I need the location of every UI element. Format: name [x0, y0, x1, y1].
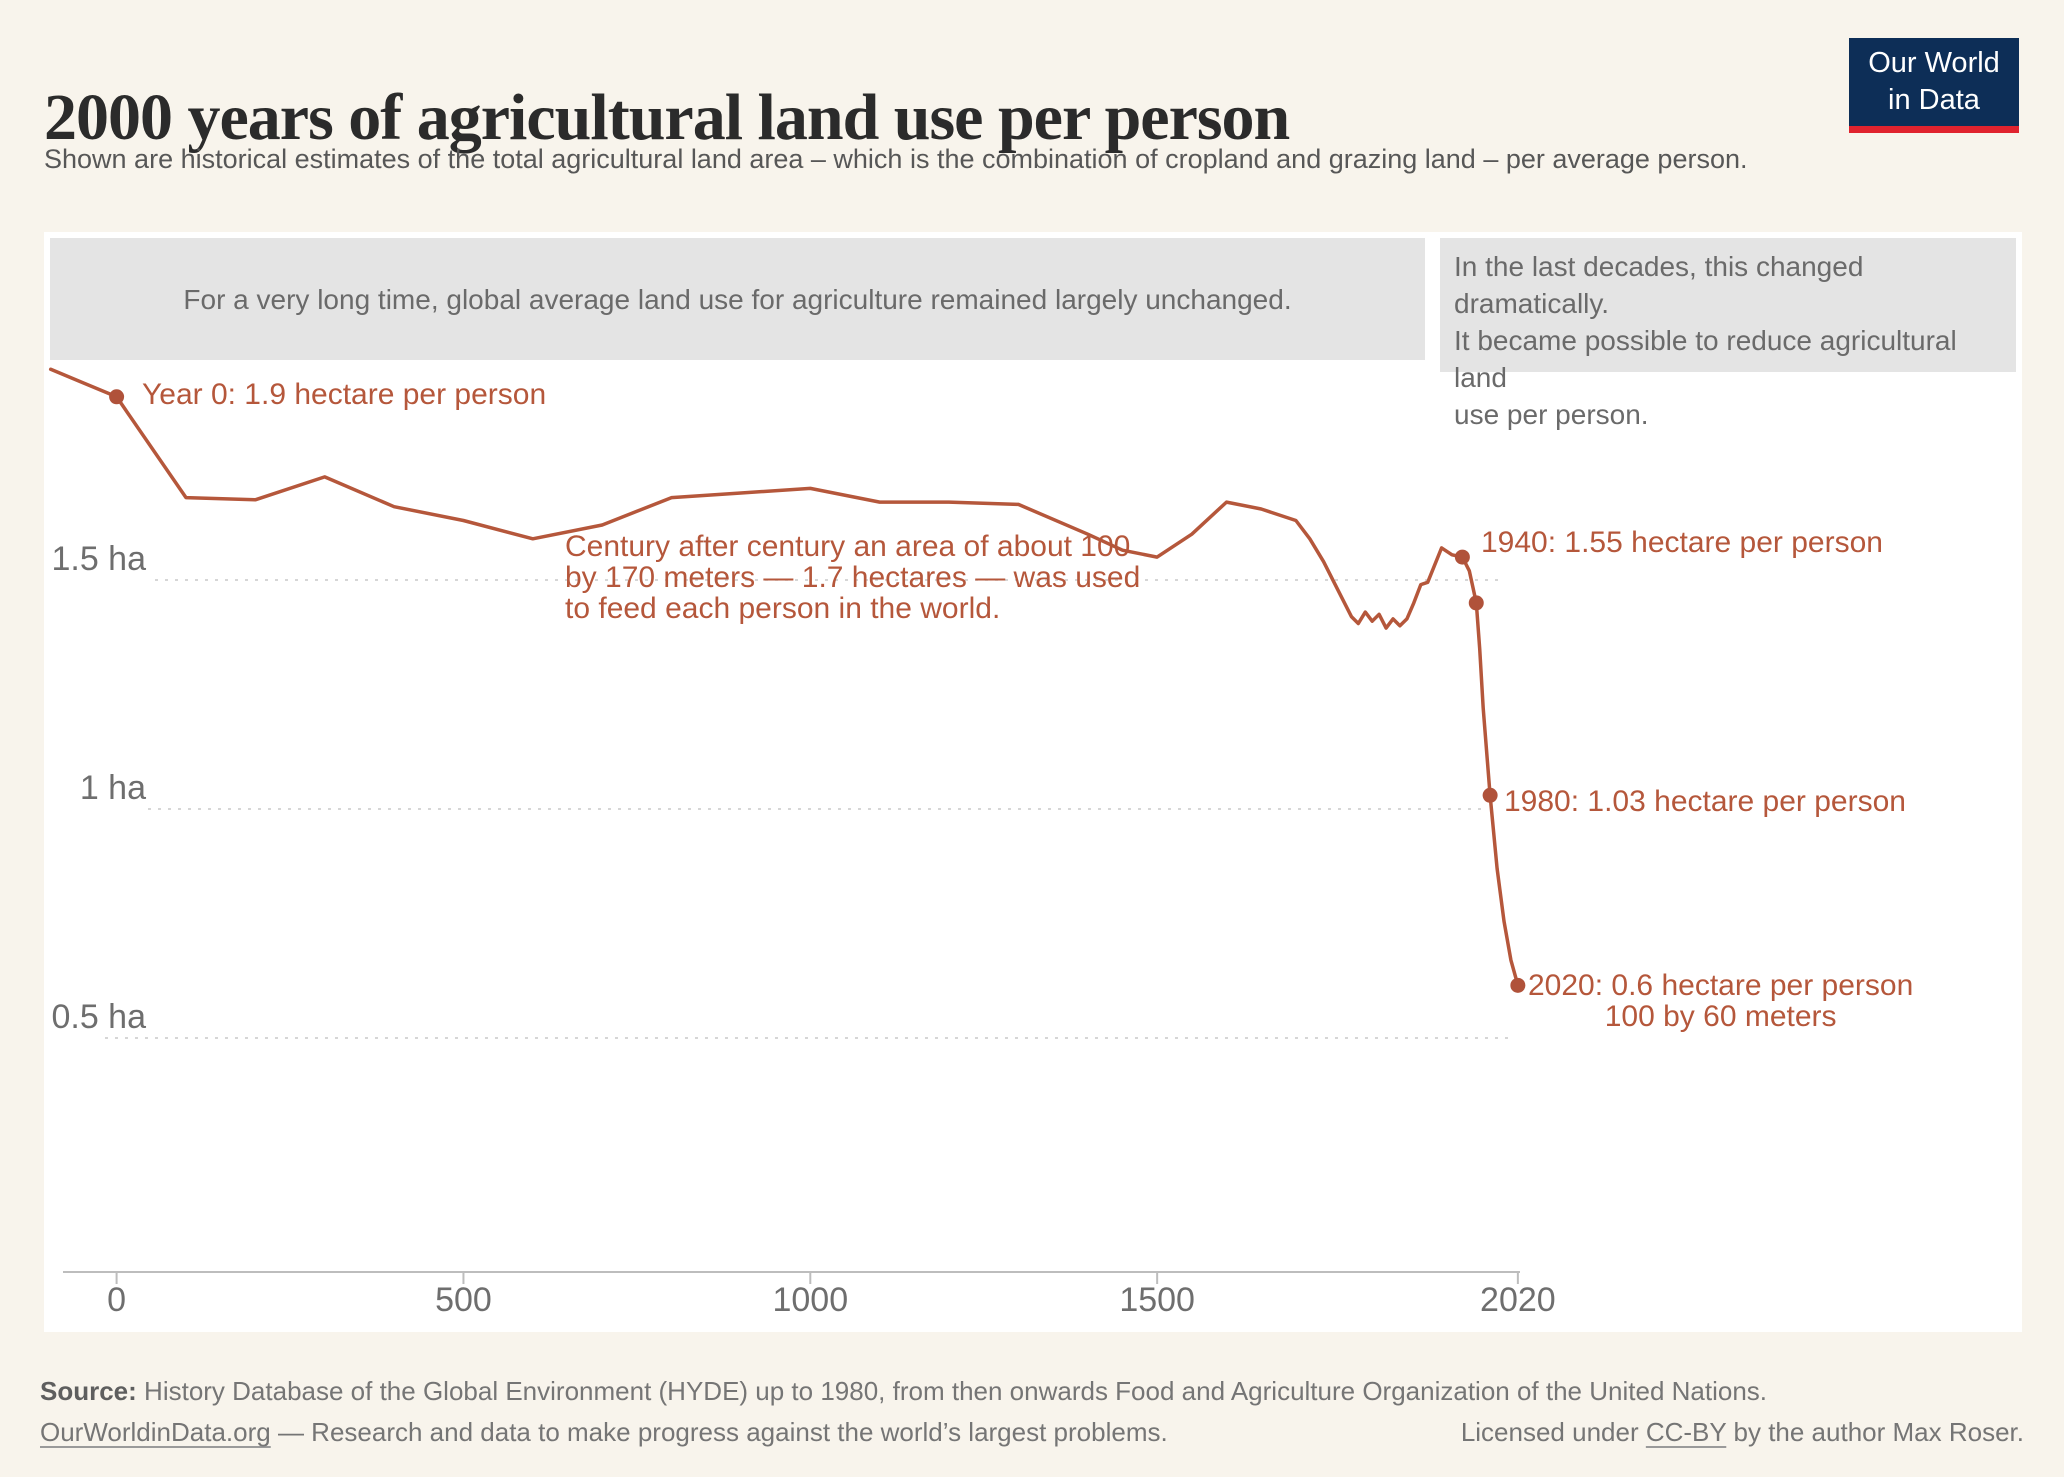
footer-bottom-row: OurWorldinData.org — Research and data t…: [40, 1417, 2024, 1448]
callout-changed: In the last decades, this changed dramat…: [1440, 238, 2016, 430]
footer-site: OurWorldinData.org — Research and data t…: [40, 1417, 1168, 1448]
footer-source: Source: History Database of the Global E…: [40, 1376, 2030, 1407]
footer-license: Licensed under CC-BY by the author Max R…: [1460, 1417, 2024, 1447]
ccby-link[interactable]: CC-BY: [1645, 1417, 1727, 1447]
page-title: 2000 years of agricultural land use per …: [44, 81, 1290, 155]
page-subtitle: Shown are historical estimates of the to…: [44, 144, 1748, 174]
annotation-year0: Year 0: 1.9 hectare per person: [142, 378, 547, 411]
annotation-1940: 1940: 1.55 hectare per person: [1481, 526, 1883, 559]
annotation-century: Century after century an area of about 1…: [565, 530, 1141, 625]
annotation-2020: 2020: 0.6 hectare per person 100 by 60 m…: [1528, 969, 1914, 1033]
annotation-1980: 1980: 1.03 hectare per person: [1504, 785, 1906, 818]
footer-source-text: History Database of the Global Environme…: [136, 1376, 1768, 1406]
owid-link[interactable]: OurWorldinData.org: [40, 1417, 271, 1447]
callout-unchanged: For a very long time, global average lan…: [50, 238, 1425, 360]
footer-site-text: — Research and data to make progress aga…: [270, 1417, 1168, 1447]
owid-logo: Our World in Data: [1849, 38, 2019, 133]
owid-logo-text: Our World in Data: [1868, 47, 2000, 116]
footer-source-label: Source:: [40, 1376, 137, 1406]
